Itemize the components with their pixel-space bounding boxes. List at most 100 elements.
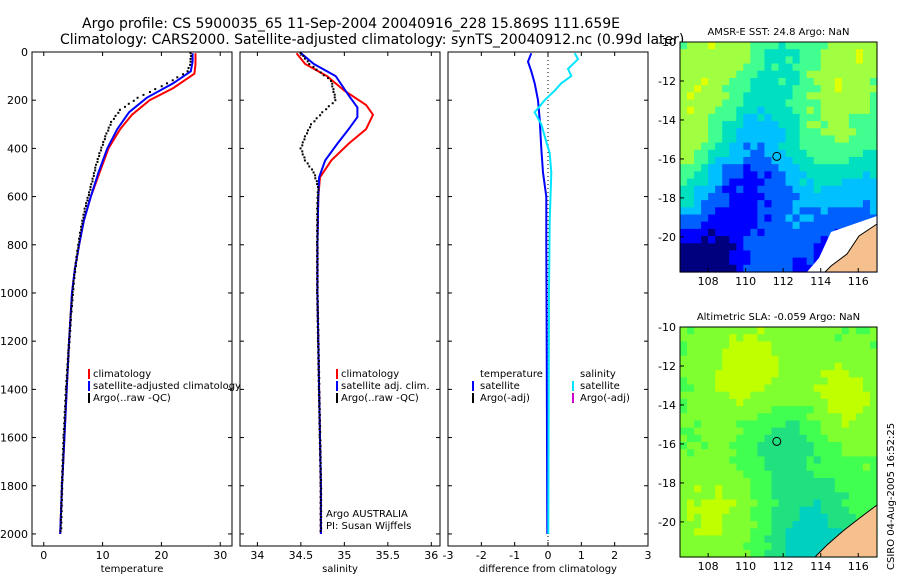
data-point [331, 102, 334, 105]
field-cell [708, 178, 716, 187]
field-cell [778, 355, 787, 364]
field-cell [743, 348, 751, 357]
field-cell [792, 63, 801, 72]
data-point [79, 234, 82, 237]
data-point [65, 380, 68, 383]
field-cell [855, 327, 864, 335]
field-cell [834, 427, 843, 436]
field-cell [827, 214, 836, 223]
field-cell [792, 535, 801, 544]
field-cell [813, 207, 822, 216]
field-cell [729, 398, 737, 407]
field-cell [757, 549, 766, 558]
field-cell [694, 85, 702, 93]
field-cell [806, 420, 815, 429]
data-point [142, 93, 145, 96]
field-cell [687, 348, 695, 357]
field-cell [680, 427, 688, 436]
field-cell [799, 463, 808, 472]
field-cell [764, 528, 773, 537]
data-point [317, 357, 320, 360]
field-cell [792, 264, 801, 273]
field-cell [757, 92, 766, 101]
data-point [306, 60, 309, 63]
data-point [67, 360, 70, 363]
field-cell [757, 477, 766, 486]
data-point [316, 215, 319, 218]
field-cell [820, 135, 829, 144]
data-point [189, 63, 192, 66]
field-cell [708, 85, 716, 93]
field-cell [778, 49, 787, 57]
field-cell [792, 341, 801, 350]
field-cell [708, 456, 716, 465]
field-cell [785, 85, 794, 93]
field-cell [680, 178, 688, 187]
field-cell [806, 178, 815, 187]
field-cell [806, 477, 815, 486]
field-cell [785, 106, 794, 115]
field-cell [771, 128, 780, 137]
data-point [62, 447, 65, 450]
data-point [320, 504, 323, 507]
field-cell [764, 264, 773, 273]
field-cell [764, 406, 773, 414]
data-point [65, 382, 68, 385]
field-cell [820, 185, 829, 194]
data-point [334, 99, 337, 102]
data-point [62, 442, 65, 445]
field-cell [757, 341, 766, 350]
field-cell [771, 192, 780, 201]
field-cell [799, 542, 808, 551]
field-cell [806, 434, 815, 443]
field-cell [869, 135, 878, 144]
field-cell [869, 485, 878, 493]
field-cell [799, 257, 808, 266]
data-point [61, 493, 64, 496]
field-cell [722, 228, 730, 237]
data-point [65, 374, 68, 377]
field-cell [708, 355, 716, 364]
field-cell [841, 200, 850, 208]
data-point [61, 459, 64, 462]
data-point [320, 515, 323, 518]
data-point [318, 428, 321, 431]
data-point [316, 314, 319, 317]
field-cell [848, 420, 857, 429]
field-cell [799, 362, 808, 371]
field-cell [785, 334, 794, 342]
field-cell [708, 420, 716, 429]
field-cell [806, 77, 815, 86]
field-cell [729, 142, 737, 151]
field-cell [806, 49, 815, 57]
data-point [317, 385, 320, 388]
data-point [316, 331, 319, 334]
field-cell [743, 377, 751, 386]
field-cell [708, 113, 716, 122]
field-cell [729, 77, 737, 86]
field-cell [806, 398, 815, 407]
field-cell [792, 157, 801, 165]
field-cell [827, 164, 836, 172]
field-cell [757, 542, 766, 551]
field-cell [855, 85, 864, 93]
field-cell [820, 492, 829, 501]
field-cell [701, 257, 709, 266]
field-cell [764, 178, 773, 187]
field-cell [750, 264, 758, 273]
field-cell [743, 42, 751, 50]
field-cell [778, 513, 787, 522]
data-point [318, 447, 321, 450]
field-cell [827, 185, 836, 194]
field-cell [743, 327, 751, 335]
field-cell [785, 470, 794, 479]
field-cell [750, 434, 758, 443]
data-point [176, 76, 179, 79]
field-cell [869, 442, 878, 450]
field-cell [715, 513, 723, 522]
field-cell [799, 398, 808, 407]
field-cell [771, 513, 780, 522]
field-cell [736, 463, 744, 472]
field-cell [799, 250, 808, 259]
